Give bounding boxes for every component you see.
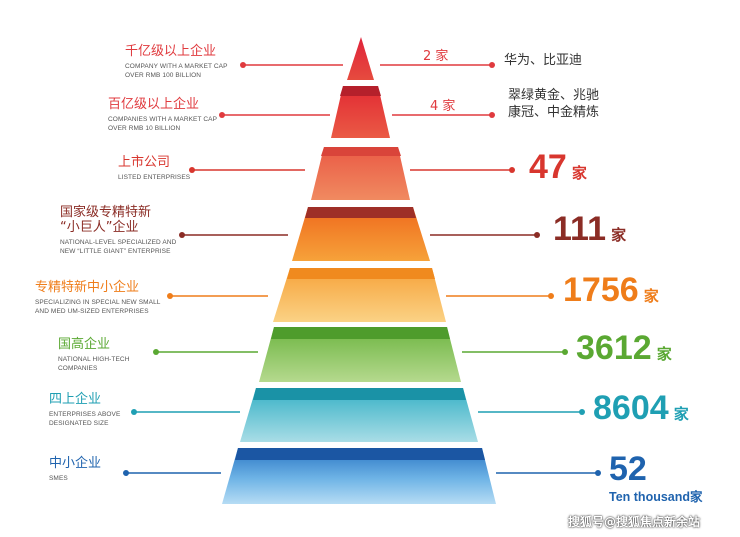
tier-1-company-names: 华为、比亚迪 xyxy=(504,52,582,69)
tier-1-count: 2 家 xyxy=(423,49,449,64)
tier-2-names-line-2: 康冠、中金精炼 xyxy=(508,105,600,120)
tier-8-value-group: 52 Ten thousand家 xyxy=(609,451,703,505)
right-dots xyxy=(489,62,601,476)
tier-3-en-line-1: LISTED ENTERPRISES xyxy=(118,174,191,181)
tier-8-unit: Ten thousand家 xyxy=(609,490,703,504)
pyramid-tier-7 xyxy=(240,388,478,442)
connector-dot-left-4 xyxy=(179,232,185,238)
tier-6-value-group: 3612 家 xyxy=(576,330,672,366)
connector-dot-left-6 xyxy=(153,349,159,355)
tier-3-unit: 家 xyxy=(571,164,587,182)
tier-1-names-line-1: 华为、比亚迪 xyxy=(504,53,583,68)
tier-1-title: 千亿级以上企业 xyxy=(125,44,217,59)
tier-7-en-line-2: DESIGNATED SIZE xyxy=(49,420,109,427)
connector-dot-right-4 xyxy=(534,232,540,238)
tier-3-value: 47 xyxy=(529,148,567,186)
connector-dot-right-2 xyxy=(489,112,495,118)
tier-4-value-group: 111 家 xyxy=(553,211,626,247)
tier-1-en-line-2: OVER RMB 100 BILLION xyxy=(125,72,202,79)
left-dots xyxy=(123,62,246,476)
tier-6-title: 国高企业 xyxy=(58,337,111,352)
tier-6-unit: 家 xyxy=(656,345,672,363)
connector-dot-right-1 xyxy=(489,62,495,68)
tier-5-en-line-2: AND MED UM-SIZED ENTERPRISES xyxy=(35,308,149,315)
tier-3-label: 上市公司 LISTED ENTERPRISES xyxy=(118,155,190,182)
tier-1-en-line-1: COMPANY WITH A MARKET CAP xyxy=(125,63,228,70)
connector-dot-left-5 xyxy=(167,293,173,299)
pyramid-tier-8 xyxy=(222,448,496,504)
connector-dot-left-1 xyxy=(240,62,246,68)
pyramid-tier-6 xyxy=(259,327,461,382)
tier-4-unit: 家 xyxy=(611,226,627,244)
connector-dot-right-8 xyxy=(595,470,601,476)
tier-8-en-line-1: SMES xyxy=(49,475,68,482)
pyramid-tier-4 xyxy=(292,207,430,261)
pyramid-tier-2 xyxy=(331,86,390,138)
tier-6-value: 3612 xyxy=(576,329,652,367)
tier-8-title: 中小企业 xyxy=(49,456,102,471)
connector-dot-right-7 xyxy=(579,409,585,415)
tier-8-value: 52 xyxy=(609,450,647,488)
tier-7-en-line-1: ENTERPRISES ABOVE xyxy=(49,411,121,418)
connector-dot-left-7 xyxy=(131,409,137,415)
tier-7-label: 四上企业 ENTERPRISES ABOVE DESIGNATED SIZE xyxy=(49,392,120,428)
tier-7-value-group: 8604 家 xyxy=(593,390,689,426)
tier-5-label: 专精特新中小企业 SPECIALIZING IN SPECIAL NEW SMA… xyxy=(35,280,161,316)
connector-dot-left-3 xyxy=(189,167,195,173)
pyramid-tier-3 xyxy=(311,147,410,200)
tier-3-title: 上市公司 xyxy=(118,155,171,170)
tier-6-label: 国高企业 NATIONAL HIGH-TECH COMPANIES xyxy=(58,337,130,373)
tier-6-en-line-1: NATIONAL HIGH-TECH xyxy=(58,356,130,363)
tier-3-value-group: 47 家 xyxy=(529,149,587,185)
tier-4-title-line-1: 国家级专精特新 xyxy=(60,205,152,220)
connector-dot-right-6 xyxy=(562,349,568,355)
tier-5-unit: 家 xyxy=(643,287,659,305)
connector-dot-left-8 xyxy=(123,470,129,476)
connector-dot-left-2 xyxy=(219,112,225,118)
tier-4-en-line-1: NATIONAL-LEVEL SPECIALIZED AND xyxy=(60,239,177,246)
tier-7-title: 四上企业 xyxy=(49,392,102,407)
tier-4-title-line-2: “小巨人”企业 xyxy=(60,220,139,235)
tier-5-title: 专精特新中小企业 xyxy=(35,280,140,295)
tier-2-company-names: 翠绿黄金、兆驰 康冠、中金精炼 xyxy=(508,87,599,121)
tier-2-en-line-2: OVER RMB 10 BILLION xyxy=(108,125,181,132)
tier-2-names-line-1: 翠绿黄金、兆驰 xyxy=(508,88,600,103)
tier-2-label: 百亿级以上企业 COMPANIES WITH A MARKET CAP OVER… xyxy=(108,97,217,133)
connector-dot-right-3 xyxy=(509,167,515,173)
pyramid-tier-1 xyxy=(347,37,374,80)
tier-2-en-line-1: COMPANIES WITH A MARKET CAP xyxy=(108,116,218,123)
right-connectors xyxy=(380,64,598,474)
tier-2-title: 百亿级以上企业 xyxy=(108,97,200,112)
watermark-text: 搜狐号@搜狐焦点新余站 xyxy=(568,515,701,529)
tier-7-unit: 家 xyxy=(673,405,689,423)
tier-4-label: 国家级专精特新 “小巨人”企业 NATIONAL-LEVEL SPECIALIZ… xyxy=(60,205,176,256)
tier-5-value-group: 1756 家 xyxy=(563,272,659,308)
tier-4-value: 111 xyxy=(553,210,606,248)
tier-6-en-line-2: COMPANIES xyxy=(58,365,98,372)
tier-7-value: 8604 xyxy=(593,389,669,427)
tier-5-en-line-1: SPECIALIZING IN SPECIAL NEW SMALL xyxy=(35,299,161,306)
left-connectors xyxy=(126,64,343,474)
tier-4-en-line-2: NEW “LITTLE GIANT” ENTERPRISE xyxy=(60,248,171,255)
tier-2-count: 4 家 xyxy=(430,99,456,114)
pyramid-tier-5 xyxy=(273,268,446,322)
tier-5-value: 1756 xyxy=(563,271,639,309)
tier-8-label: 中小企业 SMES xyxy=(49,456,101,483)
connector-dot-right-5 xyxy=(548,293,554,299)
tier-1-label: 千亿级以上企业 COMPANY WITH A MARKET CAP OVER R… xyxy=(125,44,228,80)
